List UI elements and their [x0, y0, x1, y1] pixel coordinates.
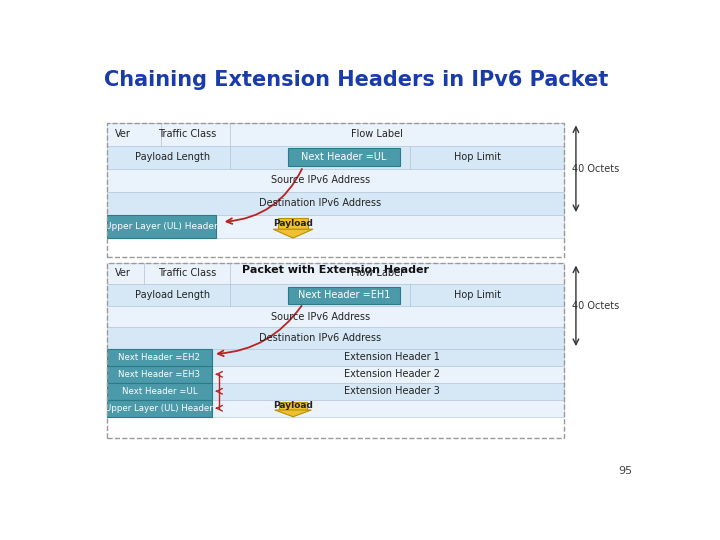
- Text: Hop Limit: Hop Limit: [454, 152, 501, 162]
- Text: Payload: Payload: [273, 401, 313, 410]
- Text: Next Header =EH3: Next Header =EH3: [118, 370, 200, 379]
- Text: Traffic Class: Traffic Class: [158, 268, 216, 279]
- Polygon shape: [275, 410, 311, 417]
- Text: Chaining Extension Headers in IPv6 Packet: Chaining Extension Headers in IPv6 Packe…: [104, 70, 608, 90]
- Text: Packet with Extension Header: Packet with Extension Header: [242, 265, 429, 275]
- Bar: [287, 148, 400, 166]
- Text: Next Header =UL: Next Header =UL: [122, 387, 197, 396]
- Bar: [107, 327, 564, 349]
- Text: Destination IPv6 Address: Destination IPv6 Address: [259, 333, 381, 343]
- Bar: [107, 262, 564, 284]
- Bar: [107, 349, 564, 366]
- Text: 40 Octets: 40 Octets: [572, 164, 619, 174]
- Text: Next Header =UL: Next Header =UL: [301, 152, 387, 162]
- Text: Extension Header 1: Extension Header 1: [344, 353, 440, 362]
- Text: Extension Header 2: Extension Header 2: [344, 369, 440, 379]
- Text: Next Header =EH1: Next Header =EH1: [297, 290, 390, 300]
- Text: Traffic Class: Traffic Class: [158, 129, 216, 139]
- Bar: [287, 287, 400, 303]
- Bar: [107, 168, 564, 192]
- Text: Extension Header 3: Extension Header 3: [344, 386, 440, 396]
- Bar: [107, 366, 564, 383]
- Bar: [107, 123, 564, 257]
- Text: Source IPv6 Address: Source IPv6 Address: [271, 312, 370, 322]
- Bar: [107, 262, 564, 438]
- Bar: [107, 383, 564, 400]
- Bar: [107, 123, 564, 146]
- Bar: [279, 402, 307, 410]
- Bar: [107, 215, 564, 238]
- Bar: [107, 383, 212, 400]
- Text: Flow Label: Flow Label: [351, 129, 402, 139]
- Bar: [107, 366, 212, 383]
- Bar: [107, 284, 564, 306]
- Text: Ver: Ver: [114, 268, 130, 279]
- Bar: [107, 192, 564, 215]
- Text: Hop Limit: Hop Limit: [454, 290, 501, 300]
- Text: Payload Length: Payload Length: [135, 152, 210, 162]
- Text: 95: 95: [618, 467, 632, 476]
- Bar: [107, 146, 564, 168]
- Text: Source IPv6 Address: Source IPv6 Address: [271, 176, 370, 185]
- Text: Upper Layer (UL) Header: Upper Layer (UL) Header: [105, 222, 217, 231]
- Bar: [279, 218, 307, 229]
- Text: Destination IPv6 Address: Destination IPv6 Address: [259, 198, 381, 208]
- Bar: [107, 400, 212, 417]
- Bar: [107, 349, 212, 366]
- Text: Payload Length: Payload Length: [135, 290, 210, 300]
- Text: Next Header =EH2: Next Header =EH2: [118, 353, 200, 362]
- Text: Upper Layer (UL) Header: Upper Layer (UL) Header: [106, 404, 213, 413]
- Polygon shape: [273, 229, 313, 238]
- Bar: [107, 215, 215, 238]
- Bar: [107, 400, 564, 417]
- Text: Ver: Ver: [114, 129, 130, 139]
- Text: Flow Label: Flow Label: [351, 268, 402, 279]
- Text: 40 Octets: 40 Octets: [572, 301, 619, 311]
- Bar: [107, 306, 564, 327]
- Text: Payload: Payload: [273, 219, 313, 228]
